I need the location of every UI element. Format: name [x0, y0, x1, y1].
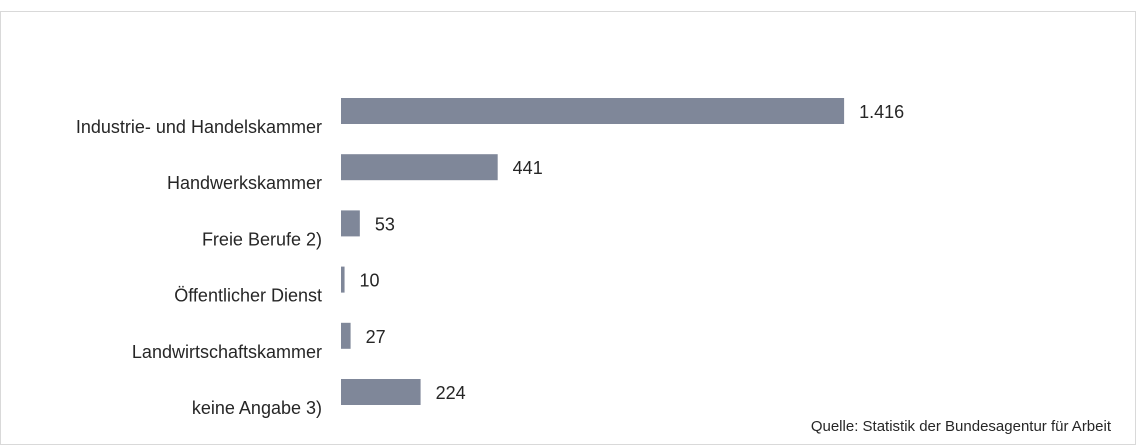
bar [341, 379, 421, 405]
value-label: 53 [375, 214, 395, 234]
bars-group [341, 98, 845, 405]
category-label: Handwerkskammer [167, 173, 322, 193]
value-label: 441 [513, 158, 543, 178]
value-label: 10 [360, 271, 380, 291]
category-label: Öffentlicher Dienst [174, 286, 322, 306]
value-label: 224 [436, 383, 466, 403]
value-label: 27 [366, 327, 386, 347]
category-label: keine Angabe 3) [192, 398, 322, 418]
value-label: 1.416 [859, 102, 904, 122]
bar [341, 322, 351, 349]
bar [341, 266, 345, 293]
category-label: Freie Berufe 2) [202, 229, 322, 249]
category-label: Landwirtschaftskammer [132, 342, 322, 362]
value-labels: 1.416 441 53 10 27 224 [360, 102, 905, 403]
chart-frame [0, 11, 1136, 445]
source-note: Quelle: Statistik der Bundesagentur für … [810, 418, 1111, 435]
bar [341, 154, 498, 181]
category-labels: Industrie- und Handelskammer Handwerkskam… [76, 117, 322, 418]
category-label: Industrie- und Handelskammer [76, 117, 322, 137]
bar [341, 210, 360, 237]
bar [341, 98, 845, 124]
